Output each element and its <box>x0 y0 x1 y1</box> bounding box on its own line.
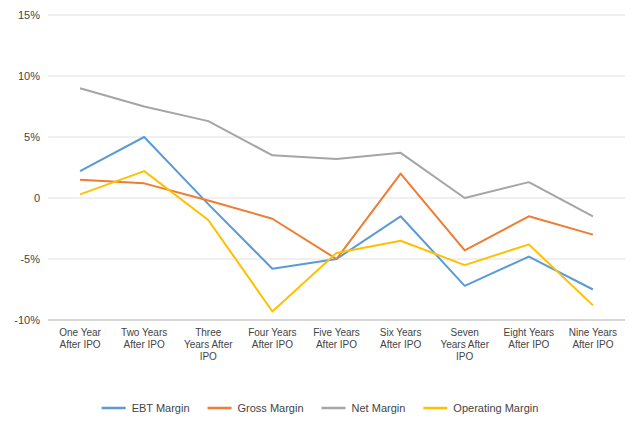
grid-line <box>48 137 625 138</box>
series-line <box>80 88 593 216</box>
x-tick-label: One YearAfter IPO <box>59 327 101 350</box>
grid-line <box>48 320 625 321</box>
legend-item: Net Margin <box>322 402 406 414</box>
y-tick-label: 0 <box>34 192 40 204</box>
legend-label: Net Margin <box>352 402 406 414</box>
series-line <box>80 174 593 259</box>
x-tick-label: SevenYears AfterIPO <box>440 327 489 362</box>
legend-label: EBT Margin <box>132 402 190 414</box>
grid-line <box>48 15 625 16</box>
x-tick-label: Two YearsAfter IPO <box>121 327 167 350</box>
x-tick-label: Four YearsAfter IPO <box>248 327 296 350</box>
chart: -10% -5% 0 5% 10% 15% One YearAfter IPO Two Yea… <box>0 0 640 430</box>
legend-label: Operating Margin <box>453 402 538 414</box>
legend-label: Gross Margin <box>238 402 304 414</box>
x-tick-label: Nine YearsAfter IPO <box>569 327 617 350</box>
legend-swatch <box>423 407 447 410</box>
y-tick-label: -10% <box>14 314 40 326</box>
y-axis: -10% -5% 0 5% 10% 15% <box>14 9 40 326</box>
x-axis: One YearAfter IPO Two YearsAfter IPO Three… <box>59 327 617 362</box>
legend-item: EBT Margin <box>102 402 190 414</box>
x-tick-label: Five YearsAfter IPO <box>313 327 360 350</box>
x-tick-label: Six YearsAfter IPO <box>380 327 422 350</box>
legend-swatch <box>322 407 346 410</box>
y-tick-label: 15% <box>18 9 40 21</box>
legend-item: Operating Margin <box>423 402 538 414</box>
y-tick-label: -5% <box>20 253 40 265</box>
x-tick-label: ThreeYears AfterIPO <box>184 327 233 362</box>
x-axis-line <box>48 320 625 321</box>
legend-item: Gross Margin <box>208 402 304 414</box>
y-tick-label: 10% <box>18 70 40 82</box>
lines <box>80 88 593 311</box>
legend-swatch <box>208 407 232 410</box>
legend: EBT Margin Gross Margin Net Margin Operatin… <box>102 402 539 414</box>
x-tick-label: Eight YearsAfter IPO <box>504 327 555 350</box>
grid <box>48 15 625 320</box>
legend-swatch <box>102 407 126 410</box>
y-tick-label: 5% <box>24 131 40 143</box>
grid-line <box>48 76 625 77</box>
grid-line <box>48 198 625 199</box>
series-line <box>80 171 593 311</box>
